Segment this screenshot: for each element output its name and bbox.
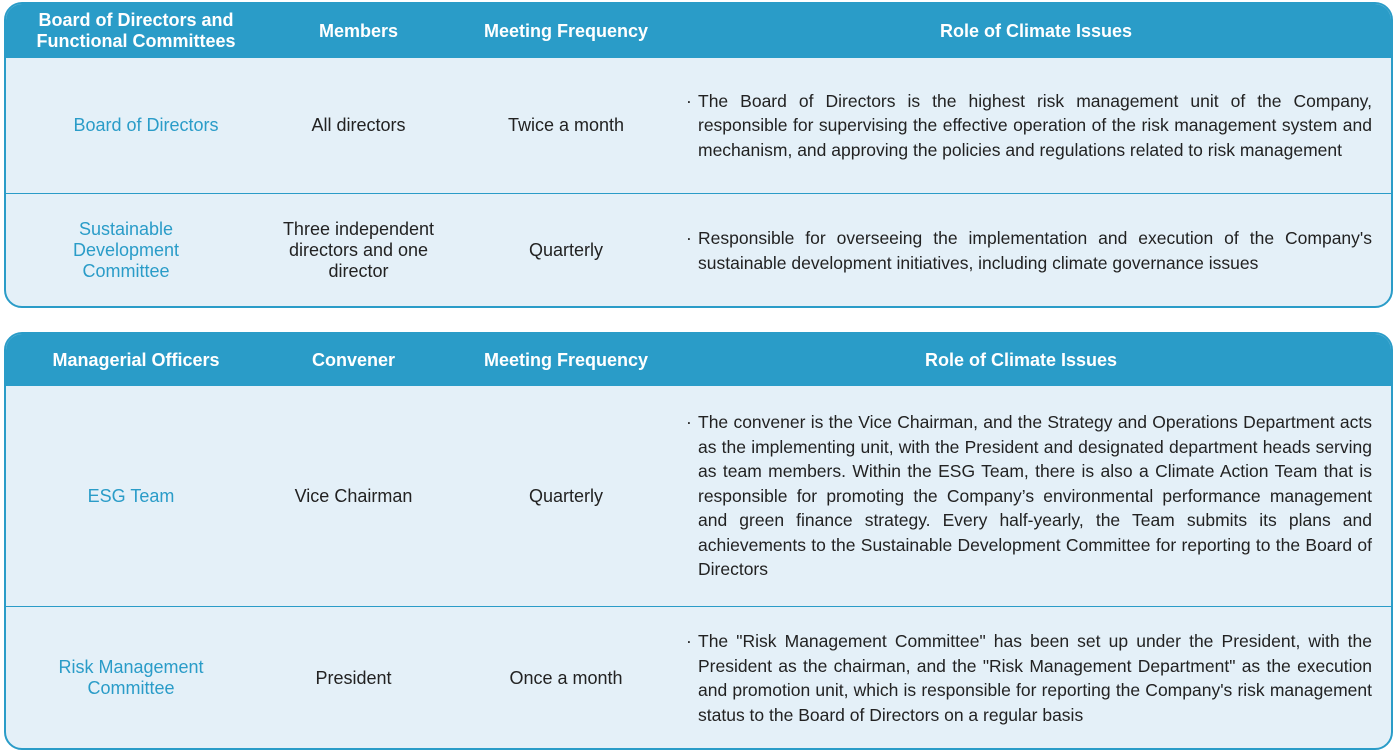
bullet-icon: · xyxy=(686,631,692,651)
row-role-text: The Board of Directors is the highest ri… xyxy=(698,90,1372,160)
header-role: Role of Climate Issues xyxy=(924,349,1118,370)
row-frequency: Quarterly xyxy=(528,485,604,506)
row-role: · The Board of Directors is the highest r… xyxy=(686,58,1372,193)
row-role-text: The "Risk Management Committee" has been… xyxy=(698,631,1372,725)
governance-table-header: Board of Directors and Functional Commit… xyxy=(6,4,1391,58)
table-row: Sustainable Development Committee Three … xyxy=(6,193,1391,306)
header-frequency: Meeting Frequency xyxy=(483,20,649,41)
row-name: Sustainable Development Committee xyxy=(72,219,180,281)
row-frequency: Quarterly xyxy=(528,240,604,260)
header-frequency: Meeting Frequency xyxy=(483,349,649,370)
bullet-icon: · xyxy=(686,412,692,433)
row-members: Three independent directors and one dire… xyxy=(282,219,435,281)
header-role: Role of Climate Issues xyxy=(939,20,1133,41)
row-role: · The "Risk Management Committee" has bee… xyxy=(686,607,1372,748)
header-officers: Managerial Officers xyxy=(52,349,220,370)
row-frequency: Once a month xyxy=(509,667,623,688)
management-table: Managerial Officers Convener Meeting Fre… xyxy=(4,332,1393,750)
table-row: Board of Directors All directors Twice a… xyxy=(6,58,1391,193)
header-members: Members xyxy=(318,20,399,41)
row-role-text: The convener is the Vice Chairman, and t… xyxy=(698,412,1372,580)
row-name: Board of Directors xyxy=(73,115,219,135)
row-convener: Vice Chairman xyxy=(294,485,413,506)
row-members: All directors xyxy=(311,115,406,135)
row-name: Risk Management Committee xyxy=(58,657,204,698)
header-body: Board of Directors and Functional Commit… xyxy=(36,10,236,51)
governance-table: Board of Directors and Functional Commit… xyxy=(4,2,1393,308)
row-role-text: Responsible for overseeing the implement… xyxy=(698,228,1372,273)
row-name: ESG Team xyxy=(87,485,175,506)
row-convener: President xyxy=(315,667,392,688)
management-table-header: Managerial Officers Convener Meeting Fre… xyxy=(6,334,1391,386)
bullet-icon: · xyxy=(686,228,692,248)
table-row: Risk Management Committee President Once… xyxy=(6,606,1391,748)
row-frequency: Twice a month xyxy=(507,115,625,135)
bullet-icon: · xyxy=(686,90,692,111)
table-row: ESG Team Vice Chairman Quarterly · The co… xyxy=(6,386,1391,606)
row-role: · The convener is the Vice Chairman, and … xyxy=(686,386,1372,606)
header-convener: Convener xyxy=(311,349,396,370)
row-role: · Responsible for overseeing the implemen… xyxy=(686,194,1372,306)
